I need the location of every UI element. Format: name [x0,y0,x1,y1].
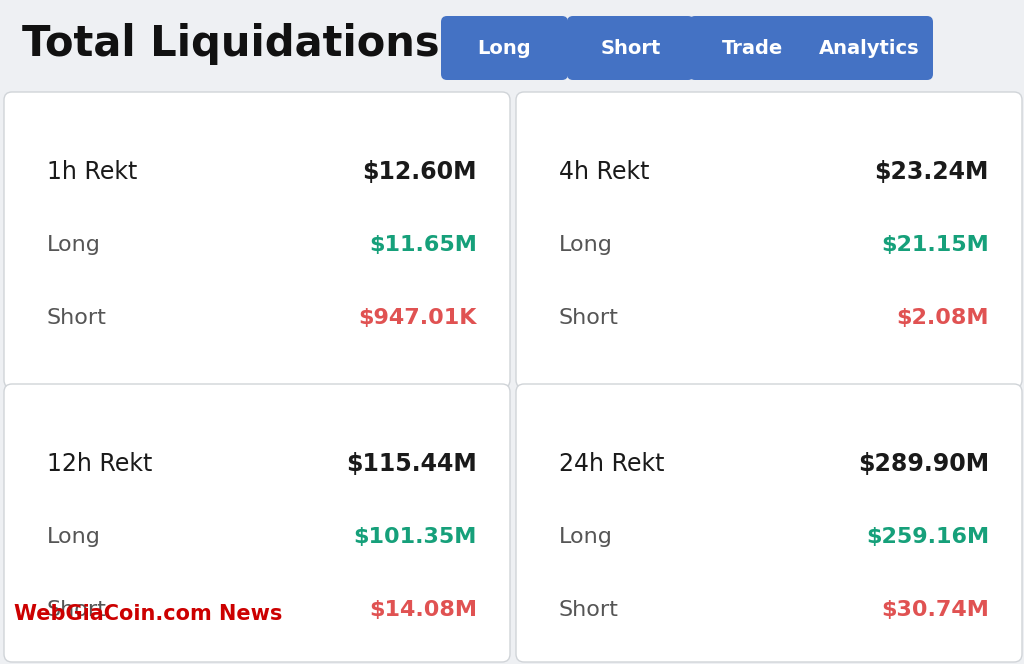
FancyBboxPatch shape [689,16,816,80]
FancyBboxPatch shape [441,16,568,80]
Text: $947.01K: $947.01K [358,308,477,328]
Text: $11.65M: $11.65M [369,235,477,255]
Text: 12h Rekt: 12h Rekt [47,452,153,476]
FancyBboxPatch shape [806,16,933,80]
Text: Short: Short [47,600,106,620]
Text: $2.08M: $2.08M [896,308,989,328]
Text: Short: Short [559,308,618,328]
Text: 24h Rekt: 24h Rekt [559,452,665,476]
Text: Long: Long [559,527,613,547]
Text: Analytics: Analytics [819,39,920,58]
Text: Short: Short [559,600,618,620]
FancyBboxPatch shape [567,16,694,80]
FancyBboxPatch shape [4,384,510,662]
Text: WebGiaCoin.com News: WebGiaCoin.com News [14,604,283,624]
Text: Short: Short [600,39,660,58]
Text: $115.44M: $115.44M [346,452,477,476]
Text: $289.90M: $289.90M [858,452,989,476]
Text: $30.74M: $30.74M [881,600,989,620]
Text: $14.08M: $14.08M [369,600,477,620]
Text: $21.15M: $21.15M [882,235,989,255]
Text: 1h Rekt: 1h Rekt [47,160,137,184]
Text: Long: Long [477,39,531,58]
FancyBboxPatch shape [4,92,510,388]
Text: $23.24M: $23.24M [874,160,989,184]
FancyBboxPatch shape [516,384,1022,662]
Text: Total Liquidations: Total Liquidations [22,23,439,65]
Text: $12.60M: $12.60M [362,160,477,184]
FancyBboxPatch shape [516,92,1022,388]
Text: Trade: Trade [722,39,783,58]
Text: Short: Short [47,308,106,328]
Text: Long: Long [47,527,101,547]
Text: 4h Rekt: 4h Rekt [559,160,649,184]
Text: $101.35M: $101.35M [353,527,477,547]
Text: $259.16M: $259.16M [866,527,989,547]
Text: Long: Long [47,235,101,255]
Text: Long: Long [559,235,613,255]
